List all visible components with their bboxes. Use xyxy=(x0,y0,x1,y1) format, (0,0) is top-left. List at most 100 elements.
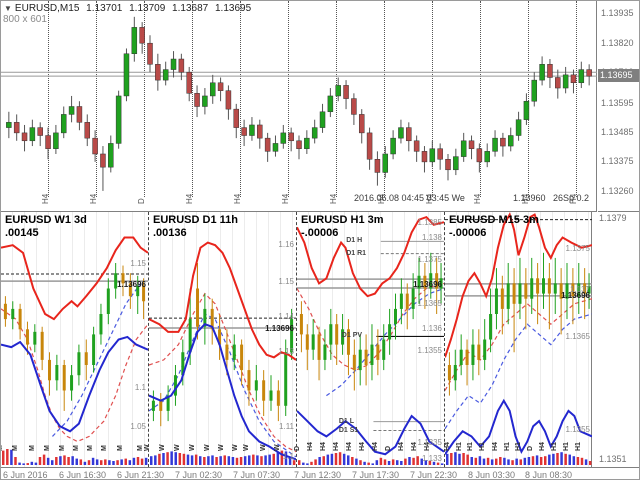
timeframe-marker-label: H1 xyxy=(467,442,475,451)
timeframe-marker-label: W xyxy=(189,444,197,451)
subchart-title: EURUSD W1 3d xyxy=(5,214,87,226)
timeframe-marker-label: H4 xyxy=(333,442,341,451)
panel-separator xyxy=(296,212,297,467)
subchart-delta: -.00006 xyxy=(301,227,339,239)
period-separator xyxy=(384,1,385,197)
timeframe-marker-label: M xyxy=(101,445,109,451)
period-separator xyxy=(48,1,49,197)
main-price-axis: 1.139351.138201.137101.135951.134851.133… xyxy=(598,1,639,212)
window-size-label: 800 x 601 xyxy=(3,14,47,25)
period-separator xyxy=(240,1,241,197)
period-separator xyxy=(96,1,97,197)
timeframe-marker-label: W xyxy=(231,444,239,451)
subchart-axis-label: 1.1365 xyxy=(417,299,442,309)
subchart-axis-label: 1.136 xyxy=(421,324,442,334)
timeframe-marker-label: H1 xyxy=(479,442,487,451)
timeframe-marker-label: H4 xyxy=(358,442,366,451)
timeframe-marker-label: D xyxy=(527,445,535,451)
timeframe-marker-label: H4 xyxy=(307,442,315,451)
axis-label: 1.1351 xyxy=(599,454,627,464)
price-axis-label: 1.13375 xyxy=(601,155,634,166)
timeframe-marker-label: W xyxy=(259,444,267,451)
chart-info-price: 1.13960 xyxy=(513,193,546,203)
subchart-title: EURUSD M15 3m xyxy=(449,214,539,226)
panel-separator xyxy=(148,212,149,467)
subchart-delta: -.00006 xyxy=(449,227,487,239)
subchart-axis-label: 1.14 xyxy=(278,312,294,322)
subchart-axis-label: 1.15 xyxy=(130,259,146,268)
price-axis-label: 1.13595 xyxy=(601,97,634,108)
time-axis-label: 7 Jun 02:30 xyxy=(175,470,223,480)
timeframe-marker-label: M xyxy=(29,445,37,451)
subchart-axis-label: 1.13 xyxy=(278,346,294,356)
subchart-axis-label: 1.05 xyxy=(130,421,146,431)
timeframe-marker-label: H1 xyxy=(515,442,523,451)
subchart-delta: .00145 xyxy=(5,227,39,239)
subchart-axis-label: 1.1375 xyxy=(417,254,442,264)
time-axis-label: 6 Jun 16:30 xyxy=(59,470,107,480)
time-axis-label: 8 Jun 03:30 xyxy=(468,470,516,480)
subchart-current-price-label: 1.13696 xyxy=(413,279,442,289)
period-separator xyxy=(432,1,433,197)
timeframe-marker-label: H1 xyxy=(551,442,559,451)
subchart-axis-label: 1.1355 xyxy=(565,425,590,434)
timeframe-marker-label: M xyxy=(58,445,66,451)
subchart-current-price-label: 1.13696 xyxy=(561,290,590,300)
pivot-line-label: D1 L xyxy=(338,417,355,425)
main-chart-svg xyxy=(1,16,597,191)
time-axis-label: 7 Jun 22:30 xyxy=(410,470,458,480)
timeframe-marker-label: M xyxy=(1,445,4,451)
chart-ohlc-header: ▼ EURUSD,M15 1.13701 1.13709 1.13687 1.13… xyxy=(4,3,255,14)
timeframe-marker-label: H1 xyxy=(563,442,571,451)
subchart-axis-label: 1.1 xyxy=(134,382,146,392)
pivot-line-label: D1 H xyxy=(346,237,363,245)
symbol-dropdown-icon[interactable]: ▼ xyxy=(4,4,12,13)
ohlc-low: 1.13687 xyxy=(172,3,209,14)
subchart-axis-label: 1.11 xyxy=(279,421,294,431)
subchart-axis-label: 1.137 xyxy=(569,285,590,294)
timeframe-marker-label: M xyxy=(117,445,125,451)
timeframe-marker-label: M xyxy=(86,445,94,451)
timeframe-marker-label: H4 xyxy=(319,442,327,451)
subchart-axis-label: 1.16 xyxy=(278,239,294,249)
timeframe-marker-label: D xyxy=(384,445,392,451)
chart-info-spread: 26Sp 0.2 xyxy=(553,193,590,203)
period-separator xyxy=(336,1,337,197)
subchart-axis-label: 1.1375 xyxy=(565,243,590,253)
timeframe-marker-label: H4 xyxy=(491,442,499,451)
timeframe-marker-label: W xyxy=(159,444,167,451)
timeframe-marker-label: W xyxy=(174,444,182,451)
subchart-axis-label: 1.1365 xyxy=(565,331,590,341)
chart-symbol-period: EURUSD,M15 xyxy=(14,3,80,14)
subcharts-canvas[interactable]: EURUSD W1 3d .00145 1.15 1.1 1.05 1.13696 M M… xyxy=(1,212,592,467)
pivot-line-label: D1 PV xyxy=(341,332,363,340)
timeframe-marker-label: W xyxy=(218,444,226,451)
timeframe-marker-label: M xyxy=(73,445,81,451)
main-chart-canvas[interactable]: ▼ EURUSD,M15 1.13701 1.13709 1.13687 1.13… xyxy=(1,1,597,212)
timeframe-marker-label: M xyxy=(136,445,144,451)
subchart-eurusd-m15[interactable]: EURUSD M15 3m -.00006 1.1375 1.137 1.1365 1… xyxy=(444,212,592,467)
chart-info-datetime: 2016.06.08 04:45 03:45 We xyxy=(354,193,465,203)
time-axis-label: 7 Jun 07:30 xyxy=(233,470,281,480)
subchart-axis-label: 1.138 xyxy=(421,232,442,242)
subchart-eurusd-d1[interactable]: EURUSD D1 11h .00136 1.16 1.15 1.14 1.13 1.1… xyxy=(144,212,296,467)
subchart-axis-label: 1.1 xyxy=(282,451,294,461)
price-axis-label: 1.13820 xyxy=(601,38,634,49)
subchart-svg xyxy=(1,236,148,465)
timeframe-marker-label: W xyxy=(203,444,211,451)
ohlc-high: 1.13709 xyxy=(129,3,166,14)
subchart-eurusd-w1[interactable]: EURUSD W1 3d .00145 1.15 1.1 1.05 1.13696 M M… xyxy=(1,212,148,467)
timeframe-marker-label: H1 xyxy=(503,442,511,451)
ohlc-close: 1.13695 xyxy=(214,3,252,14)
timeframe-marker-label: H4 xyxy=(398,442,406,451)
main-chart-window: ▼ EURUSD,M15 1.13701 1.13709 1.13687 1.13… xyxy=(1,1,639,212)
panel-separator xyxy=(444,212,445,467)
subchart-svg xyxy=(297,215,444,465)
subchart-title: EURUSD H1 3m xyxy=(301,214,384,226)
subchart-axis-label: 1.133 xyxy=(421,454,442,464)
time-axis-label: 8 Jun 08:30 xyxy=(525,470,573,480)
time-axis: 6 Jun 2016 6 Jun 16:30 6 Jun 21:30 7 Jun 02… xyxy=(1,467,639,480)
subchart-axis-label: 1.1385 xyxy=(417,217,442,227)
